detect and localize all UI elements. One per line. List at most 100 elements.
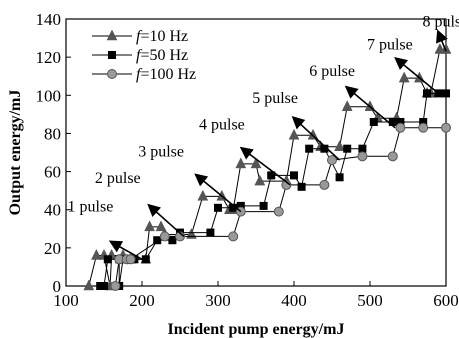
triangle-marker (288, 128, 300, 140)
y-tick-label: 120 (36, 48, 62, 67)
square-marker (320, 144, 329, 153)
legend-entry: f=50 Hz (92, 47, 188, 64)
annotation-arrow (147, 203, 185, 238)
annotation-label: 2 pulse (95, 170, 141, 187)
x-tick-label: 100 (53, 291, 79, 310)
y-tick-label: 0 (53, 277, 62, 296)
circle-marker (273, 206, 284, 217)
y-tick-label: 60 (44, 163, 61, 182)
triangle-marker (440, 42, 452, 54)
pulse-annotation: 7 pulse (367, 37, 439, 94)
y-tick-label: 100 (36, 86, 62, 105)
circle-marker (395, 122, 406, 133)
y-tick-label: 80 (44, 124, 61, 143)
square-marker (141, 255, 150, 264)
pulse-annotation: 4 pulse (199, 117, 291, 186)
square-marker (100, 282, 108, 290)
x-tick-label: 600 (433, 291, 459, 310)
square-marker (335, 173, 344, 182)
series-square (96, 89, 450, 290)
triangle-marker (83, 279, 95, 291)
series-layer (83, 42, 452, 291)
triangle-marker (106, 29, 118, 41)
triangle-marker (185, 227, 197, 239)
triangle-marker (254, 174, 266, 186)
square-marker (358, 144, 367, 153)
y-tick-label: 140 (36, 10, 62, 29)
annotation-label: 5 pulse (252, 90, 298, 107)
legend: f=10 Hz f=50 Hz f=100 Hz (92, 28, 196, 83)
circle-marker (107, 69, 117, 79)
triangle-marker (334, 140, 346, 152)
pulse-annotation: 3 pulse (138, 143, 242, 213)
triangle-marker (90, 248, 102, 260)
square-marker (369, 117, 378, 126)
triangle-marker (398, 71, 410, 83)
annotation-arrow (239, 146, 291, 186)
annotation-arrow (194, 173, 242, 213)
square-marker (388, 117, 397, 126)
axes: 100 200 300 400 500 600 0 20 40 60 80 100 120 140 (36, 10, 459, 310)
annotations-layer: 1 pulse 2 pulse 3 pulse 4 pulse 5 pulse 6 pul… (68, 14, 459, 260)
square-marker (229, 203, 238, 212)
square-marker (153, 236, 162, 245)
triangle-marker (155, 220, 167, 232)
triangle-marker (197, 189, 209, 201)
circle-marker (327, 155, 337, 166)
x-tick-label: 200 (129, 291, 155, 310)
triangle-marker (144, 220, 156, 232)
square-marker (267, 171, 276, 180)
square-marker (103, 255, 112, 264)
square-marker (290, 171, 298, 180)
legend-entry: f=100 Hz (92, 66, 196, 83)
circle-marker (387, 151, 398, 162)
y-axis-title: Output energy/mJ (7, 90, 24, 216)
square-marker (236, 201, 245, 210)
pulse-annotation: 6 pulse (309, 63, 396, 129)
triangle-marker (235, 157, 247, 169)
circle-marker (357, 151, 368, 162)
pulse-annotation: 5 pulse (252, 90, 341, 161)
square-marker (297, 182, 306, 191)
circle-marker (228, 231, 239, 242)
circle-marker (418, 122, 429, 133)
square-marker (419, 117, 428, 126)
circle-marker (441, 122, 451, 133)
square-marker (442, 89, 450, 98)
circle-marker (159, 231, 170, 242)
annotation-arrow (344, 85, 396, 129)
pulse-annotation: 8 pulse (422, 14, 459, 52)
annotation-arrow (436, 29, 448, 52)
plot-frame (65, 18, 447, 287)
square-marker (305, 144, 314, 153)
pulse-annotation: 1 pulse (68, 199, 143, 260)
x-tick-label: 500 (357, 291, 383, 310)
legend-label: f=10 Hz (136, 28, 188, 45)
annotation-label: 4 pulse (199, 117, 245, 134)
square-marker (423, 89, 431, 98)
series-circle (110, 122, 451, 291)
triangle-marker (341, 100, 353, 111)
y-tick-label: 40 (44, 201, 61, 220)
x-axis-title: Incident pump energy/mJ (168, 321, 345, 338)
square-marker (259, 201, 268, 210)
y-tick-label: 20 (44, 239, 61, 258)
annotation-label: 6 pulse (309, 63, 355, 80)
x-tick-label: 300 (205, 291, 231, 310)
legend-label: f=50 Hz (136, 47, 188, 64)
annotation-label: 1 pulse (68, 199, 114, 216)
annotation-arrow (394, 57, 439, 94)
annotation-arrow (291, 116, 341, 161)
triangle-marker (250, 157, 262, 169)
square-marker (214, 203, 222, 212)
circle-marker (319, 179, 330, 190)
circle-marker (281, 179, 292, 190)
square-marker (108, 51, 116, 59)
annotation-label: 3 pulse (138, 143, 184, 160)
legend-entry: f=10 Hz (92, 28, 188, 45)
x-tick-label: 400 (281, 291, 307, 310)
square-marker (343, 144, 352, 153)
circle-marker (110, 281, 121, 291)
square-marker (168, 236, 177, 245)
